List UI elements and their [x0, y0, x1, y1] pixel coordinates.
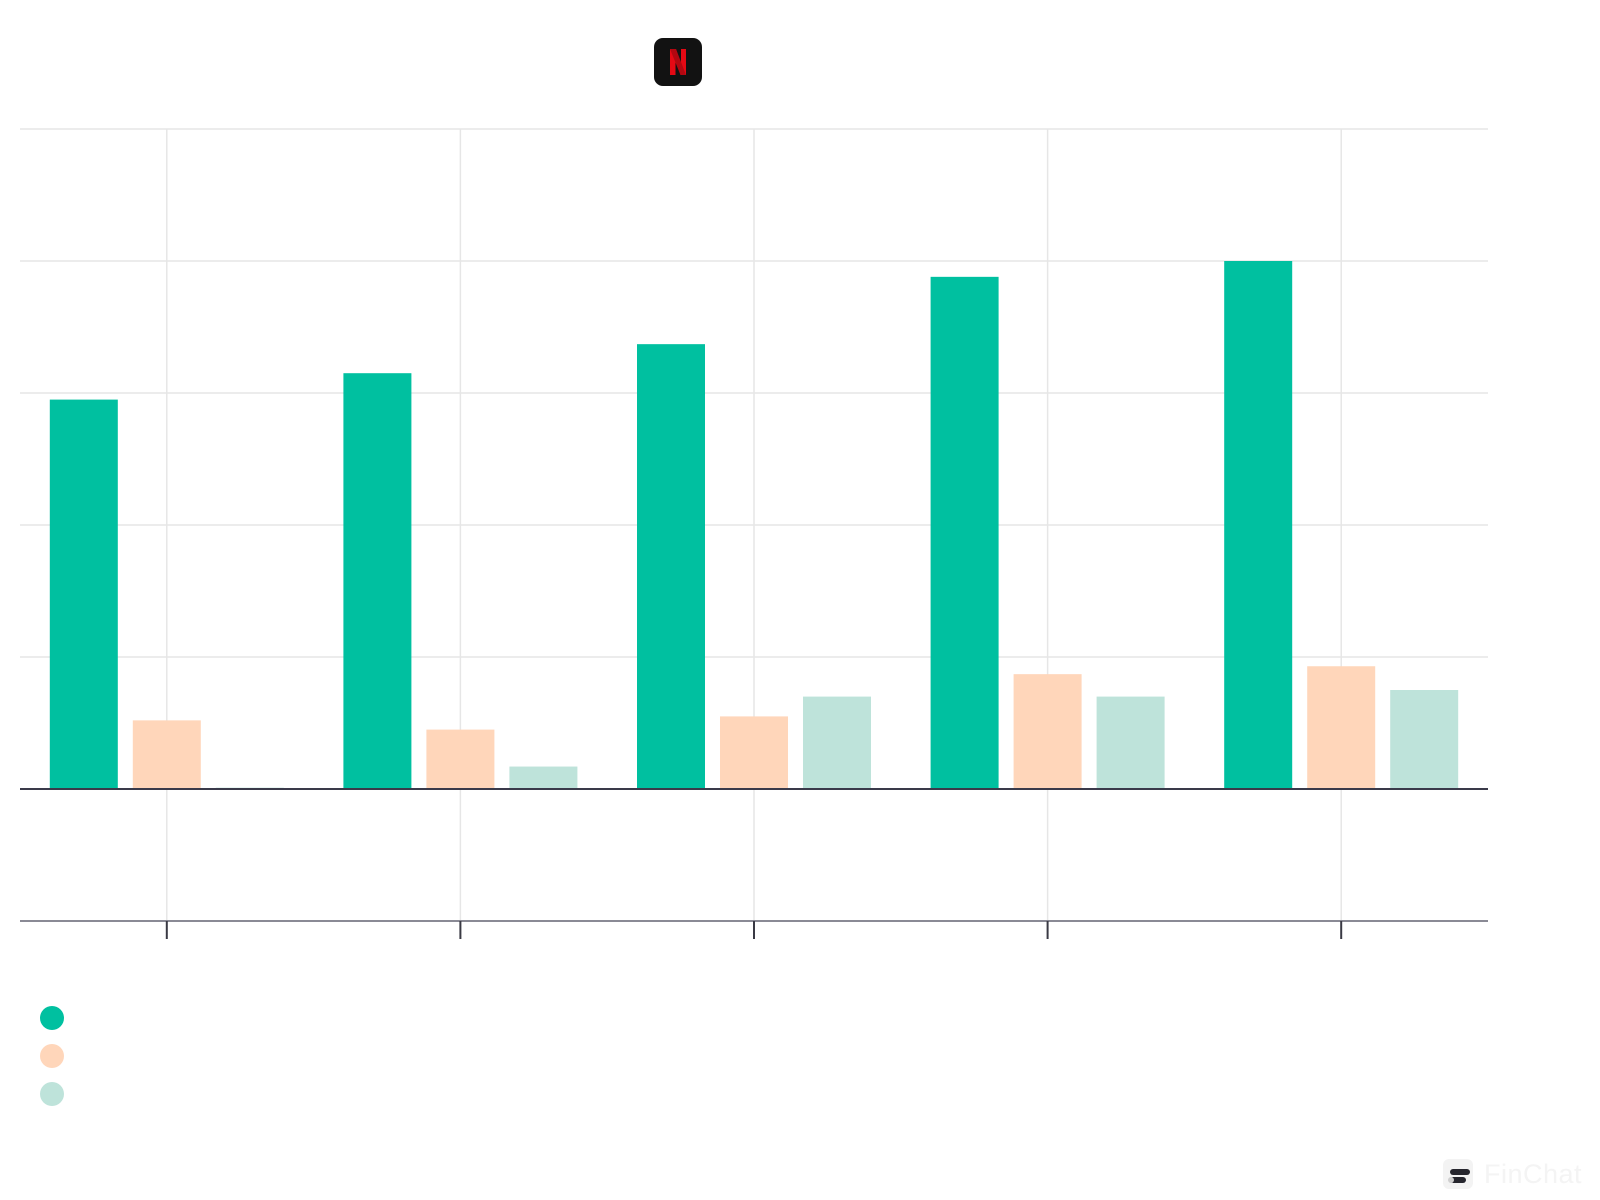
legend-swatch-series-3: [40, 1082, 64, 1106]
bar-series-2: [426, 729, 495, 789]
bar-series: [49, 261, 1459, 790]
bar-series-2: [1013, 674, 1082, 789]
finchat-watermark-text: FinChat: [1484, 1159, 1583, 1189]
bar-series-3: [1096, 696, 1165, 789]
bar-series-1: [930, 276, 999, 790]
bar-series-2: [1307, 666, 1376, 789]
legend-swatch-series-2: [40, 1044, 64, 1068]
bar-series-1: [343, 373, 412, 789]
bar-series-1: [637, 344, 705, 789]
bar-series-3: [803, 696, 871, 789]
netflix-logo-icon: [654, 38, 702, 86]
legend-swatch-series-1: [40, 1006, 64, 1030]
bar-series-2: [132, 720, 201, 789]
finchat-logo-icon: [1443, 1159, 1473, 1189]
bar-series-3: [1390, 690, 1459, 789]
netflix-n-glyph: [670, 49, 686, 75]
bar-series-1: [49, 399, 118, 789]
x-axis: [20, 788, 1488, 939]
bar-series-2: [720, 716, 788, 789]
bar-series-3: [509, 766, 578, 789]
bar-series-1: [1224, 261, 1293, 789]
